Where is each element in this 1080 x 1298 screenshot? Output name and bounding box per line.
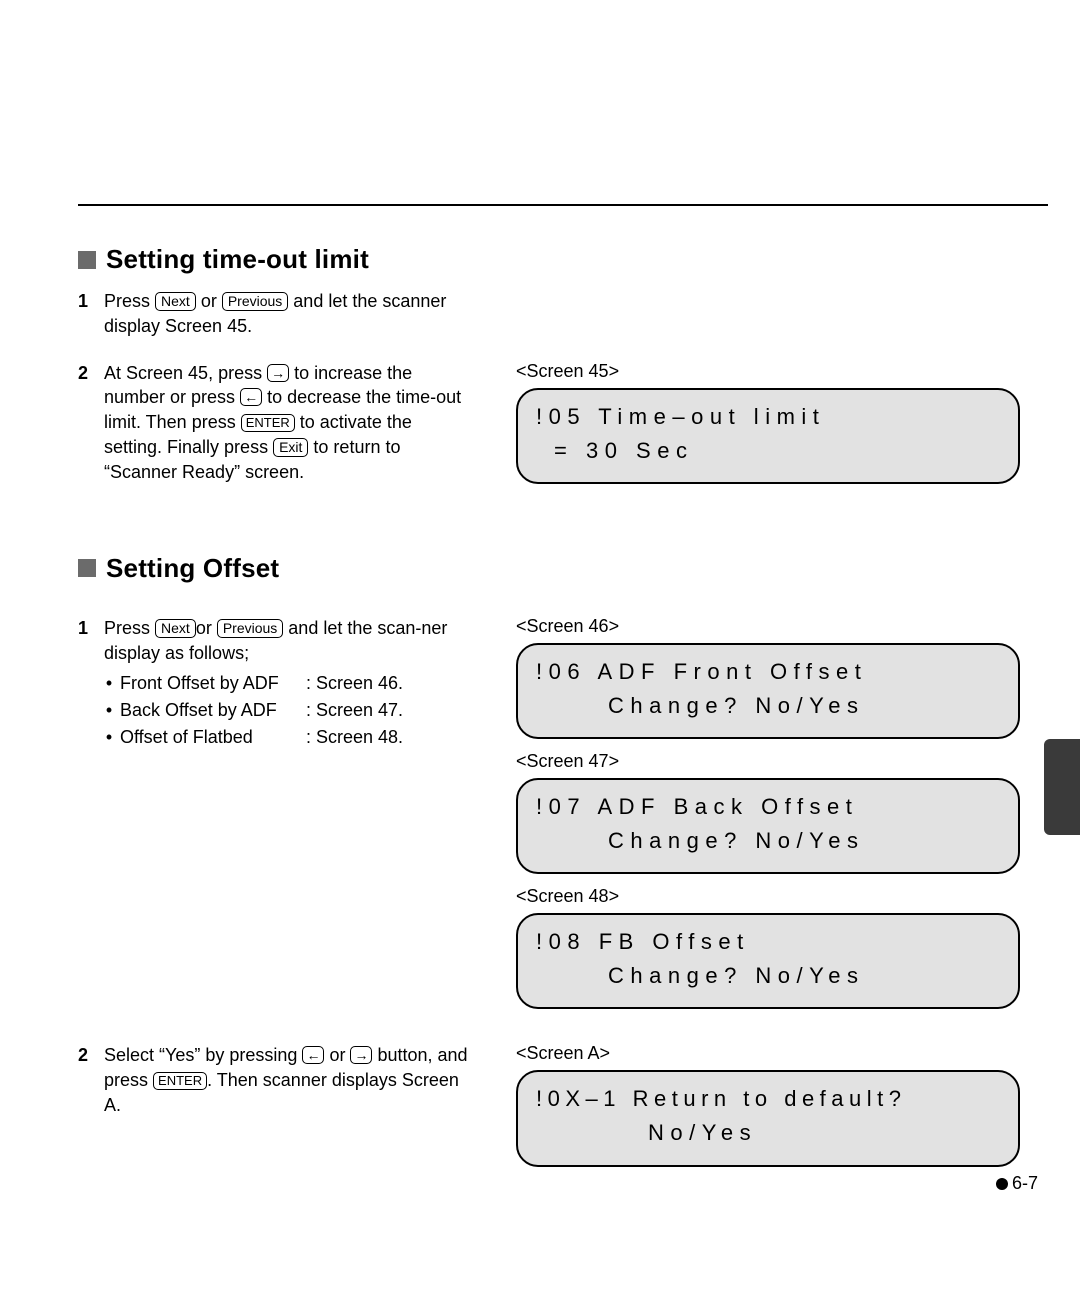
heading-setting-offset: Setting Offset [78,553,1020,584]
lcd-line: !05 Time–out limit [536,400,1000,434]
page-number: 6-7 [996,1173,1038,1194]
lcd-screen-45: !05 Time–out limit = 30 Sec [516,388,1020,484]
sub-list: • Front Offset by ADF : Screen 46. • Bac… [104,671,474,749]
screen-label: <Screen 46> [516,616,1020,637]
lcd-line: Change? No/Yes [536,959,1000,993]
text: Select “Yes” by pressing [104,1045,302,1065]
lcd-screen-46: !06 ADF Front Offset Change? No/Yes [516,643,1020,739]
list-item: • Front Offset by ADF : Screen 46. [104,671,474,696]
step-body: Press Nextor Previous and let the scan-n… [104,616,474,752]
list-item: • Offset of Flatbed : Screen 48. [104,725,474,750]
heading-setting-timeout: Setting time-out limit [78,244,1020,275]
heading-text: Setting time-out limit [106,244,369,275]
step-body: At Screen 45, press → to increase the nu… [104,361,474,485]
previous-button-label: Previous [222,292,288,311]
screen-label: <Screen A> [516,1043,1020,1064]
lcd-line: !06 ADF Front Offset [536,655,1000,689]
arrow-right-icon: → [267,364,289,382]
step-2: 2 At Screen 45, press → to increase the … [78,361,474,485]
text: Press [104,291,155,311]
text: Press [104,618,155,638]
lcd-line: !07 ADF Back Offset [536,790,1000,824]
lcd-line: = 30 Sec [536,434,1000,468]
exit-button-label: Exit [273,438,308,457]
heading-text: Setting Offset [106,553,279,584]
bullet-icon: • [104,698,114,723]
step-number: 1 [78,616,94,752]
list-item: • Back Offset by ADF : Screen 47. [104,698,474,723]
item-ref: : Screen 47. [306,698,474,723]
lcd-line: !08 FB Offset [536,925,1000,959]
next-button-label: Next [155,292,196,311]
item-ref: : Screen 46. [306,671,474,696]
item-ref: : Screen 48. [306,725,474,750]
content-region: Setting time-out limit 1 Press Next or P… [78,244,1020,1179]
step-1: 1 Press Next or Previous and let the sca… [78,289,474,339]
divider-line [78,204,1048,206]
text: or [196,291,222,311]
step-2: 2 Select “Yes” by pressing ← or → button… [78,1043,474,1117]
step-number: 2 [78,361,94,485]
item-label: Back Offset by ADF [120,698,300,723]
lcd-line: No/Yes [536,1116,1000,1150]
item-label: Front Offset by ADF [120,671,300,696]
lcd-screen-a: !0X–1 Return to default? No/Yes [516,1070,1020,1166]
arrow-left-icon: ← [302,1046,324,1064]
lcd-line: !0X–1 Return to default? [536,1082,1000,1116]
square-bullet-icon [78,559,96,577]
screen-label: <Screen 45> [516,361,1020,382]
bullet-icon: • [104,725,114,750]
step-1: 1 Press Nextor Previous and let the scan… [78,616,474,752]
screen-label: <Screen 48> [516,886,1020,907]
section-tab [1044,739,1080,835]
lcd-screen-47: !07 ADF Back Offset Change? No/Yes [516,778,1020,874]
step-number: 1 [78,289,94,339]
enter-button-label: ENTER [153,1072,207,1090]
enter-button-label: ENTER [241,414,295,432]
arrow-right-icon: → [350,1046,372,1064]
lcd-line: Change? No/Yes [536,824,1000,858]
page-bullet-icon [996,1178,1008,1190]
step-body: Press Next or Previous and let the scann… [104,289,474,339]
square-bullet-icon [78,251,96,269]
screen-label: <Screen 47> [516,751,1020,772]
next-button-label: Next [155,619,196,638]
item-label: Offset of Flatbed [120,725,300,750]
text: At Screen 45, press [104,363,267,383]
lcd-screen-48: !08 FB Offset Change? No/Yes [516,913,1020,1009]
text: or [324,1045,350,1065]
step-number: 2 [78,1043,94,1117]
lcd-line: Change? No/Yes [536,689,1000,723]
step-body: Select “Yes” by pressing ← or → button, … [104,1043,474,1117]
arrow-left-icon: ← [240,388,262,406]
page-number-text: 6-7 [1012,1173,1038,1194]
text: or [196,618,217,638]
previous-button-label: Previous [217,619,283,638]
bullet-icon: • [104,671,114,696]
